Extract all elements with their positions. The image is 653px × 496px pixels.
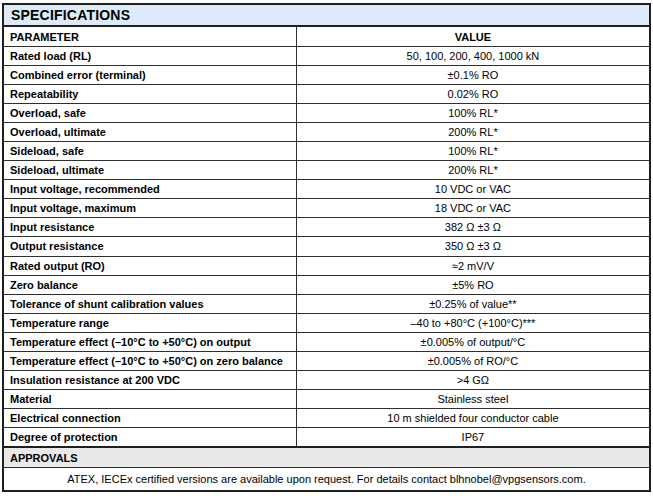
parameter-cell: Rated output (RO) (4, 257, 297, 275)
column-header-parameter: PARAMETER (4, 27, 297, 46)
table-row: Temperature range –40 to +80°C (+100°C)*… (4, 313, 649, 332)
value-cell: IP67 (297, 428, 649, 446)
table-row: Temperature effect (–10°C to +50°C) on z… (4, 351, 649, 370)
value-cell: 382 Ω ±3 Ω (297, 218, 649, 236)
column-header-value: VALUE (297, 27, 649, 46)
value-cell: ±5% RO (297, 276, 649, 294)
value-cell: ±0.005% of RO/°C (297, 352, 649, 370)
value-cell: ≈2 mV/V (297, 257, 649, 275)
column-header-row: PARAMETER VALUE (4, 27, 649, 47)
table-row: Rated load (RL) 50, 100, 200, 400, 1000 … (4, 47, 649, 65)
value-cell: ±0.005% of output/°C (297, 333, 649, 351)
value-cell: 200% RL* (297, 161, 649, 179)
table-row: Input resistance 382 Ω ±3 Ω (4, 217, 649, 236)
parameter-cell: Zero balance (4, 276, 297, 294)
approvals-note: ATEX, IECEx certified versions are avail… (67, 473, 585, 485)
approvals-section-bar: APPROVALS (4, 446, 649, 467)
table-row: Combined error (terminal) ±0.1% RO (4, 65, 649, 84)
table-row: Repeatability 0.02% RO (4, 84, 649, 103)
table-row: Electrical connection 10 m shielded four… (4, 408, 649, 427)
parameter-cell: Sideload, ultimate (4, 161, 297, 179)
parameter-cell: Overload, ultimate (4, 123, 297, 141)
table-row: Zero balance ±5% RO (4, 275, 649, 294)
table-row: Input voltage, recommended 10 VDC or VAC (4, 179, 649, 198)
value-cell: ±0.25% of value** (297, 295, 649, 313)
parameter-cell: Rated load (RL) (4, 47, 297, 65)
specifications-table: SPECIFICATIONS PARAMETER VALUE Rated loa… (2, 3, 651, 492)
parameter-cell: Temperature effect (–10°C to +50°C) on o… (4, 333, 297, 351)
parameter-cell: Overload, safe (4, 104, 297, 122)
parameter-cell: Temperature effect (–10°C to +50°C) on z… (4, 352, 297, 370)
parameter-cell: Electrical connection (4, 409, 297, 427)
value-cell: 200% RL* (297, 123, 649, 141)
approvals-note-row: ATEX, IECEx certified versions are avail… (4, 467, 649, 490)
table-row: Input voltage, maximum 18 VDC or VAC (4, 198, 649, 217)
value-cell: >4 GΩ (297, 371, 649, 389)
parameter-cell: Tolerance of shunt calibration values (4, 295, 297, 313)
value-cell: 100% RL* (297, 142, 649, 160)
parameter-cell: Material (4, 390, 297, 408)
table-row: Material Stainless steel (4, 389, 649, 408)
parameter-cell: Combined error (terminal) (4, 66, 297, 84)
table-row: Output resistance 350 Ω ±3 Ω (4, 236, 649, 255)
parameter-cell: Insulation resistance at 200 VDC (4, 371, 297, 389)
value-cell: 350 Ω ±3 Ω (297, 237, 649, 255)
parameter-cell: Input resistance (4, 218, 297, 236)
parameter-cell: Degree of protection (4, 428, 297, 446)
value-cell: 0.02% RO (297, 85, 649, 103)
table-body: Rated load (RL) 50, 100, 200, 400, 1000 … (4, 47, 649, 446)
value-cell: 18 VDC or VAC (297, 199, 649, 217)
table-row: Overload, ultimate 200% RL* (4, 122, 649, 141)
table-title: SPECIFICATIONS (11, 7, 130, 23)
table-row: Temperature effect (–10°C to +50°C) on o… (4, 332, 649, 351)
parameter-cell: Output resistance (4, 237, 297, 255)
table-title-bar: SPECIFICATIONS (4, 5, 649, 27)
table-row: Sideload, ultimate 200% RL* (4, 160, 649, 179)
value-cell: –40 to +80°C (+100°C)*** (297, 314, 649, 332)
table-row: Rated output (RO) ≈2 mV/V (4, 256, 649, 275)
value-cell: 50, 100, 200, 400, 1000 kN (297, 47, 649, 65)
parameter-cell: Sideload, safe (4, 142, 297, 160)
table-row: Sideload, safe 100% RL* (4, 141, 649, 160)
table-row: Overload, safe 100% RL* (4, 103, 649, 122)
value-cell: ±0.1% RO (297, 66, 649, 84)
parameter-cell: Repeatability (4, 85, 297, 103)
parameter-cell: Input voltage, maximum (4, 199, 297, 217)
value-cell: Stainless steel (297, 390, 649, 408)
parameter-cell: Input voltage, recommended (4, 180, 297, 198)
table-row: Insulation resistance at 200 VDC >4 GΩ (4, 370, 649, 389)
datasheet-page: SPECIFICATIONS PARAMETER VALUE Rated loa… (0, 0, 653, 496)
table-row: Degree of protection IP67 (4, 427, 649, 446)
table-row: Tolerance of shunt calibration values ±0… (4, 294, 649, 313)
value-cell: 10 VDC or VAC (297, 180, 649, 198)
value-cell: 10 m shielded four conductor cable (297, 409, 649, 427)
parameter-cell: Temperature range (4, 314, 297, 332)
value-cell: 100% RL* (297, 104, 649, 122)
approvals-title: APPROVALS (10, 452, 78, 464)
